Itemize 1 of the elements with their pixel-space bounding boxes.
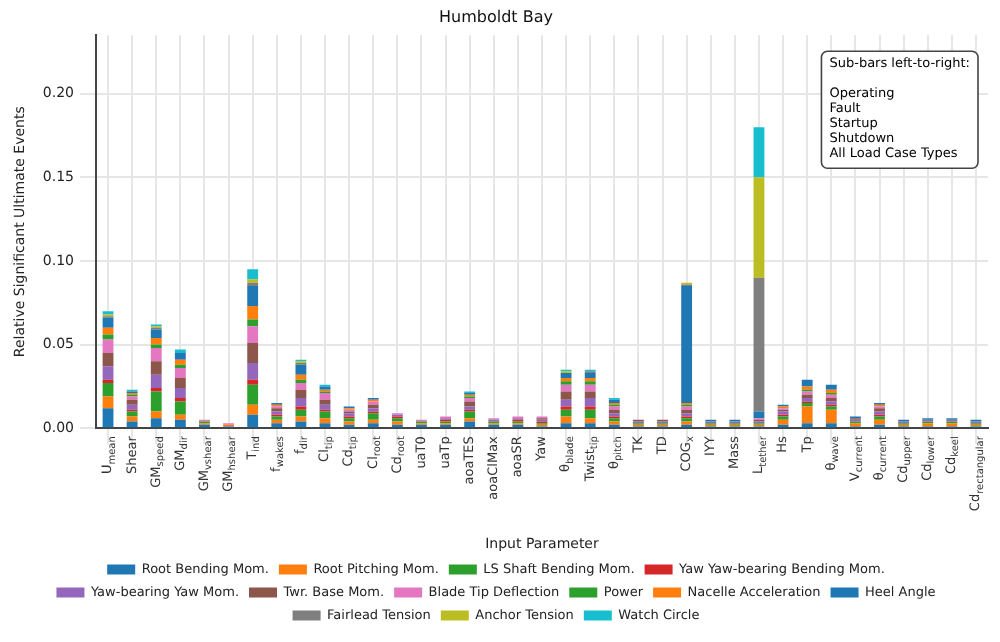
chart-title: Humboldt Bay <box>439 7 554 26</box>
